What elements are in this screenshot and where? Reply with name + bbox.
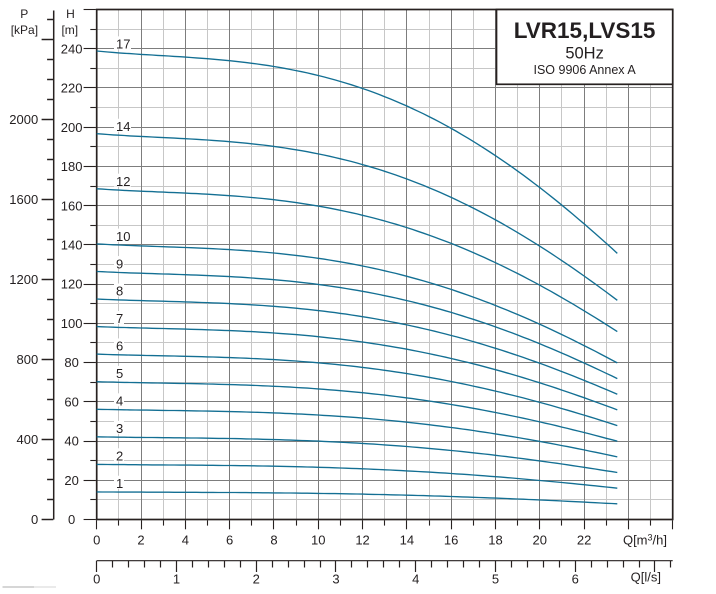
svg-text:0: 0 <box>68 512 75 527</box>
svg-text:4: 4 <box>182 533 189 548</box>
svg-text:160: 160 <box>61 198 83 213</box>
svg-text:1: 1 <box>173 572 180 587</box>
svg-text:16: 16 <box>444 533 458 548</box>
svg-text:200: 200 <box>61 120 83 135</box>
svg-text:3: 3 <box>332 572 339 587</box>
svg-text:1: 1 <box>116 476 123 491</box>
svg-text:3: 3 <box>116 421 123 436</box>
svg-text:[kPa]: [kPa] <box>11 23 38 37</box>
svg-text:220: 220 <box>61 81 83 96</box>
svg-text:18: 18 <box>488 533 502 548</box>
svg-text:17: 17 <box>116 37 130 52</box>
svg-text:100: 100 <box>61 316 83 331</box>
svg-text:8: 8 <box>116 284 123 299</box>
svg-text:0: 0 <box>31 512 38 527</box>
svg-text:Q[m3/h]: Q[m3/h] <box>623 533 667 548</box>
svg-text:6: 6 <box>572 572 579 587</box>
svg-text:[m]: [m] <box>61 23 78 37</box>
svg-text:12: 12 <box>355 533 369 548</box>
svg-text:10: 10 <box>116 229 130 244</box>
svg-text:14: 14 <box>400 533 414 548</box>
svg-text:60: 60 <box>64 394 78 409</box>
svg-text:2: 2 <box>253 572 260 587</box>
svg-text:7: 7 <box>116 311 123 326</box>
svg-text:LVR15,LVS15: LVR15,LVS15 <box>514 18 656 43</box>
svg-text:400: 400 <box>16 432 38 447</box>
svg-text:120: 120 <box>61 277 83 292</box>
svg-text:2000: 2000 <box>9 112 38 127</box>
svg-text:22: 22 <box>577 533 591 548</box>
svg-text:10: 10 <box>311 533 325 548</box>
svg-text:180: 180 <box>61 159 83 174</box>
svg-text:9: 9 <box>116 256 123 271</box>
svg-text:80: 80 <box>64 355 78 370</box>
svg-text:ISO 9906 Annex A: ISO 9906 Annex A <box>534 63 637 77</box>
svg-text:12: 12 <box>116 174 130 189</box>
svg-text:2: 2 <box>137 533 144 548</box>
svg-text:6: 6 <box>226 533 233 548</box>
svg-text:0: 0 <box>93 533 100 548</box>
svg-text:240: 240 <box>61 41 83 56</box>
svg-text:5: 5 <box>492 572 499 587</box>
svg-text:5: 5 <box>116 366 123 381</box>
svg-text:4: 4 <box>412 572 419 587</box>
svg-text:0: 0 <box>93 572 100 587</box>
svg-text:14: 14 <box>116 119 130 134</box>
svg-text:2: 2 <box>116 448 123 463</box>
svg-text:1200: 1200 <box>9 272 38 287</box>
svg-text:40: 40 <box>64 434 78 449</box>
svg-text:P: P <box>20 7 28 21</box>
svg-text:140: 140 <box>61 237 83 252</box>
svg-text:50Hz: 50Hz <box>565 44 604 62</box>
svg-text:20: 20 <box>533 533 547 548</box>
svg-text:8: 8 <box>270 533 277 548</box>
svg-text:6: 6 <box>116 339 123 354</box>
svg-text:4: 4 <box>116 394 123 409</box>
svg-text:1600: 1600 <box>9 192 38 207</box>
svg-text:800: 800 <box>16 352 38 367</box>
svg-text:H: H <box>66 7 75 21</box>
svg-text:20: 20 <box>64 473 78 488</box>
svg-text:Q[l/s]: Q[l/s] <box>631 570 661 585</box>
